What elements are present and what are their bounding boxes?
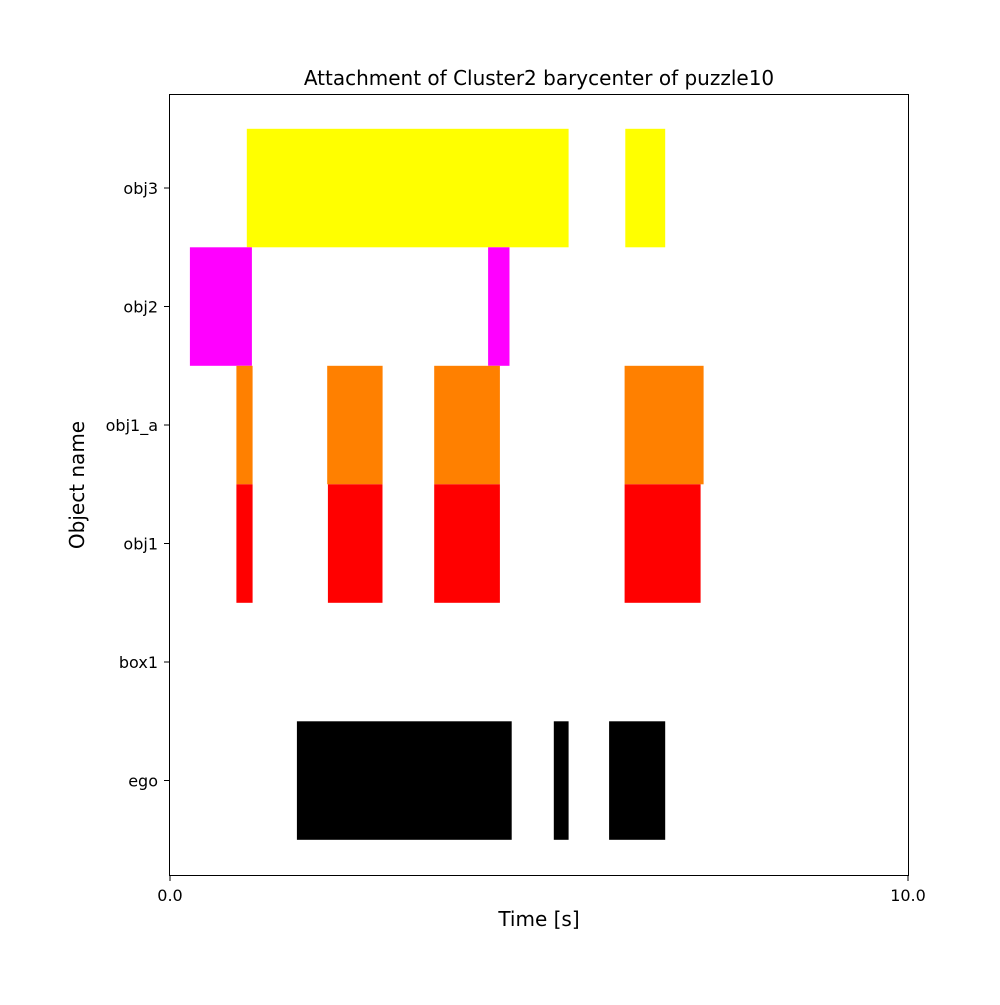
bar-obj2-0 xyxy=(189,247,252,366)
bar-obj1-1 xyxy=(327,484,383,603)
y-tick-label-ego: ego xyxy=(128,772,158,791)
y-tick-label-obj2: obj2 xyxy=(123,298,158,317)
y-tick-label-obj1: obj1 xyxy=(123,535,158,554)
bar-obj1-0 xyxy=(236,484,253,603)
x-axis-label: Time [s] xyxy=(497,907,579,931)
bar-obj2-1 xyxy=(488,247,510,366)
bar-ego-2 xyxy=(609,721,666,840)
bar-obj1_a-3 xyxy=(624,365,704,485)
x-tick-label-0: 0.0 xyxy=(157,886,182,905)
x-tick-label-1: 10.0 xyxy=(890,886,926,905)
bar-obj1_a-0 xyxy=(236,365,253,485)
bar-obj1-3 xyxy=(624,484,701,603)
bar-obj1_a-1 xyxy=(327,365,383,485)
bar-ego-0 xyxy=(296,721,512,840)
bar-obj3-1 xyxy=(625,128,666,248)
bar-obj3-0 xyxy=(246,128,569,248)
y-tick-label-box1: box1 xyxy=(119,653,158,672)
bar-ego-1 xyxy=(553,721,569,840)
chart-title: Attachment of Cluster2 barycenter of puz… xyxy=(304,66,774,90)
y-tick-label-obj3: obj3 xyxy=(123,179,158,198)
bar-obj1_a-2 xyxy=(434,365,500,485)
bar-obj1-2 xyxy=(434,484,500,603)
bars-layer xyxy=(189,128,704,840)
y-axis-label: Object name xyxy=(65,421,89,549)
plot-frame xyxy=(169,94,909,876)
ticks-layer: obj3 obj2 obj1_a obj1 box1 ego 0.0 10.0 xyxy=(106,179,926,905)
y-tick-label-obj1_a: obj1_a xyxy=(106,416,158,436)
